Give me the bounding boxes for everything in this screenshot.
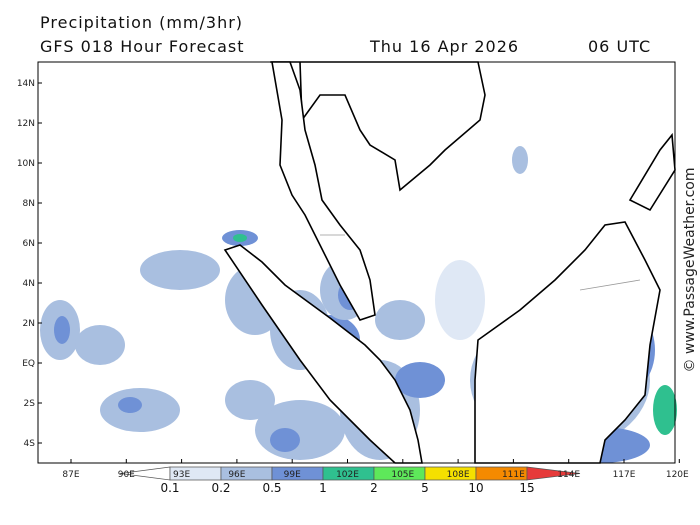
lon-label: 87E	[62, 470, 79, 480]
borneo	[474, 221, 661, 464]
lat-label: 4N	[23, 279, 35, 289]
lon-label: 105E	[391, 470, 414, 480]
lat-label: 8N	[23, 199, 35, 209]
indochina	[270, 61, 486, 192]
malay-peninsula	[271, 61, 376, 321]
time: 06 UTC	[588, 37, 651, 56]
lon-label: 102E	[336, 470, 359, 480]
lat-label: 14N	[17, 79, 35, 89]
legend-label: 15	[519, 481, 534, 495]
lat-label: 2S	[24, 399, 36, 409]
lon-label: 99E	[284, 470, 301, 480]
map	[37, 61, 677, 464]
legend-label: 10	[468, 481, 483, 495]
coastlines	[223, 61, 676, 464]
title: Precipitation (mm/3hr)	[40, 13, 243, 32]
lat-label: 10N	[17, 159, 35, 169]
lat-label: 4S	[24, 439, 36, 449]
legend-swatch	[526, 466, 581, 481]
lat-label: EQ	[22, 359, 35, 369]
legend-label: 5	[421, 481, 429, 495]
map-frame	[37, 61, 676, 464]
lon-label: 117E	[613, 470, 636, 480]
lat-label: 12N	[17, 119, 35, 129]
lon-label: 90E	[118, 470, 135, 480]
legend-label: 0.1	[160, 481, 179, 495]
philippines	[628, 132, 676, 212]
sumatra	[223, 244, 423, 464]
legend-label: 0.5	[262, 481, 281, 495]
lon-label: 111E	[502, 470, 525, 480]
lon-label: 114E	[557, 470, 580, 480]
lon-label: 93E	[173, 470, 190, 480]
lat-label: 2N	[23, 319, 35, 329]
credit: © www.PassageWeather.com	[682, 167, 698, 372]
subtitle: GFS 018 Hour Forecast	[40, 37, 245, 56]
legend-label: 1	[319, 481, 327, 495]
lon-label: 120E	[666, 470, 689, 480]
lat-label: 6N	[23, 239, 35, 249]
legend-label: 0.2	[211, 481, 230, 495]
date: Thu 16 Apr 2026	[369, 37, 519, 56]
legend: 0.1 0.2 0.5 1 2 5 10 15	[119, 466, 581, 495]
borders	[320, 234, 641, 291]
lon-label: 108E	[447, 470, 470, 480]
lon-label: 96E	[228, 470, 245, 480]
legend-label: 2	[370, 481, 378, 495]
